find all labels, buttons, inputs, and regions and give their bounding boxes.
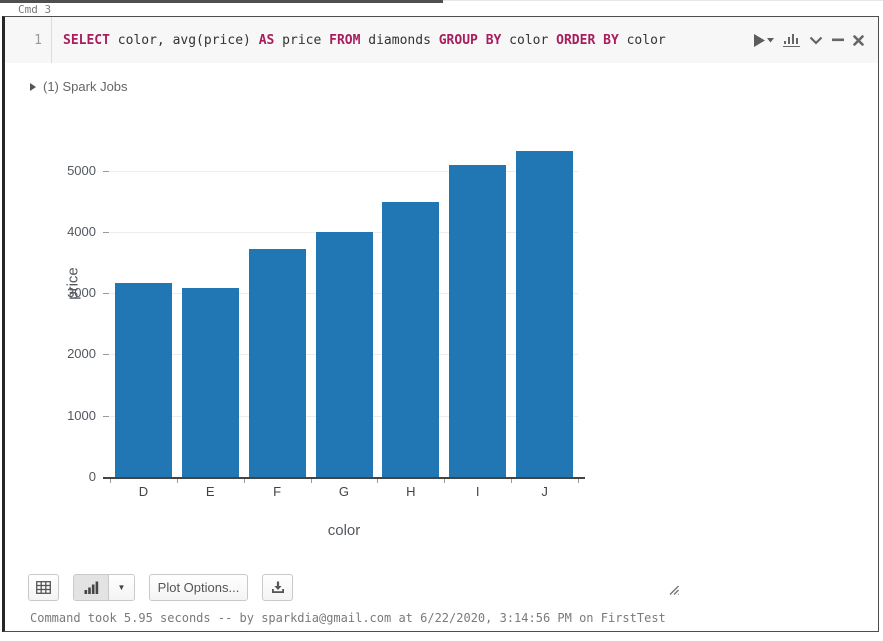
line-number-gutter: 1 <box>5 17 52 63</box>
y-tick-label: 4000 <box>67 223 96 239</box>
x-tick-mark <box>511 479 513 483</box>
x-axis-title: color <box>327 522 361 539</box>
show-table-button[interactable] <box>28 574 59 601</box>
sql-text: price <box>274 32 330 48</box>
bar-H <box>382 201 440 477</box>
plot-options-label: Plot Options... <box>157 580 240 595</box>
y-tick-mark <box>103 293 109 295</box>
cmd-label: Cmd 3 <box>18 3 52 16</box>
bar-D <box>114 282 172 477</box>
chart-type-dropdown[interactable]: ▼ <box>109 575 134 600</box>
sql-keyword: GROUP BY <box>438 32 502 48</box>
cell-header-icons <box>754 17 864 63</box>
collapse-button[interactable] <box>809 36 823 45</box>
play-icon <box>754 33 765 47</box>
caret-down-icon <box>767 37 774 42</box>
y-tick-mark <box>103 415 109 417</box>
bar-J <box>516 150 574 477</box>
run-button[interactable] <box>754 33 774 47</box>
bar-F <box>248 248 306 477</box>
x-tick-mark <box>578 479 579 483</box>
download-icon <box>271 581 284 593</box>
y-tick-label: 1000 <box>67 407 96 423</box>
chart-toggle-button[interactable] <box>783 33 800 47</box>
top-scrollbar[interactable] <box>0 0 443 3</box>
minus-icon <box>832 38 844 42</box>
sql-keyword: ORDER BY <box>556 32 619 48</box>
bar-I <box>449 164 507 477</box>
caret-down-icon: ▼ <box>117 583 126 592</box>
close-icon <box>853 34 864 46</box>
x-tick-label: I <box>475 484 480 499</box>
bar-E <box>181 288 239 477</box>
y-tick-label: 5000 <box>67 162 96 178</box>
x-tick-mark <box>176 479 178 483</box>
plot-options-button[interactable]: Plot Options... <box>149 574 248 601</box>
download-button[interactable] <box>262 574 293 601</box>
x-tick-label: G <box>338 484 350 499</box>
x-tick-mark <box>444 479 446 483</box>
sql-keyword: AS <box>258 32 275 48</box>
chart-type-split-button: ▼ <box>73 574 135 601</box>
gridline <box>110 170 578 172</box>
code-editor: 1 SELECT color, avg(price) AS price FROM… <box>5 17 878 63</box>
x-tick-label: H <box>406 484 416 499</box>
resize-handle[interactable] <box>668 583 680 595</box>
sql-keyword: FROM <box>329 32 361 48</box>
result-toolbar: ▼ Plot Options... <box>28 574 293 601</box>
sql-text: color <box>618 32 666 48</box>
sql-keyword: SELECT <box>63 32 110 48</box>
table-icon <box>36 581 51 594</box>
x-tick-mark <box>110 479 111 483</box>
line-number: 1 <box>34 32 42 48</box>
bar-chart-icon <box>84 581 98 594</box>
sql-text: color <box>501 32 557 48</box>
y-tick-mark <box>103 231 109 233</box>
y-axis-title: price <box>64 267 82 300</box>
y-tick-label: 2000 <box>67 346 96 362</box>
bar-G <box>315 231 373 477</box>
x-axis-line <box>103 477 585 479</box>
x-tick-label: J <box>541 484 548 499</box>
x-tick-mark <box>377 479 379 483</box>
x-tick-label: F <box>273 484 282 499</box>
x-tick-mark <box>310 479 312 483</box>
spark-jobs-toggle[interactable]: (1) Spark Jobs <box>30 79 128 94</box>
spark-jobs-label: (1) Spark Jobs <box>43 79 128 94</box>
show-chart-button[interactable] <box>74 575 109 600</box>
notebook-cell: 1 SELECT color, avg(price) AS price FROM… <box>2 16 879 632</box>
y-tick-mark <box>103 170 109 172</box>
x-tick-mark <box>243 479 245 483</box>
x-tick-label: D <box>138 484 149 499</box>
chevron-down-icon <box>809 36 823 45</box>
chart-toggle-icon <box>783 34 800 47</box>
sql-code-line[interactable]: SELECT color, avg(price) AS price FROM d… <box>63 17 666 63</box>
close-button[interactable] <box>853 34 864 46</box>
y-tick-label: 3000 <box>67 285 96 301</box>
resize-grip-icon <box>669 585 679 595</box>
bar-chart: price color 0 1000 2000 3000 4000 5000 D E F G H I J <box>5 17 665 577</box>
y-tick-label: 0 <box>88 469 96 484</box>
expand-triangle-icon <box>30 82 36 91</box>
x-tick-label: E <box>205 484 215 499</box>
sql-text: diamonds <box>360 32 439 48</box>
minimize-button[interactable] <box>832 38 844 42</box>
y-tick-mark <box>103 354 109 356</box>
sql-text: color, avg(price) <box>109 32 259 48</box>
command-status: Command took 5.95 seconds -- by sparkdia… <box>30 611 666 625</box>
